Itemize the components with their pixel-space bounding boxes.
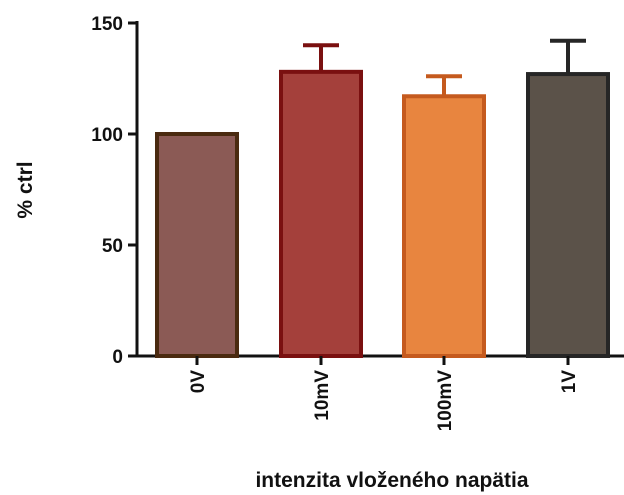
x-tick-label: 0V <box>188 370 209 394</box>
bar-1V <box>526 72 610 358</box>
bar-100mV <box>402 94 486 358</box>
y-tick-label: 50 <box>102 236 123 257</box>
x-tick-label: 1V <box>559 370 580 394</box>
x-ticks-group: 0V 10mV 100mV 1V <box>188 356 580 431</box>
y-axis-title: % ctrl <box>14 161 37 218</box>
bars-group <box>155 69 610 358</box>
y-tick-label: 100 <box>91 125 123 146</box>
y-tick-label: 0 <box>112 347 123 368</box>
bar-10mV <box>279 69 363 358</box>
x-tick-label: 10mV <box>312 370 333 421</box>
x-axis-title: intenzita vloženého napätia <box>255 469 528 492</box>
y-tick-label: 150 <box>91 14 123 35</box>
y-ticks-group: 0 50 100 150 <box>91 14 137 368</box>
x-tick-label: 100mV <box>435 370 456 432</box>
error-bars-group <box>303 38 586 97</box>
bar-0V <box>155 132 239 358</box>
